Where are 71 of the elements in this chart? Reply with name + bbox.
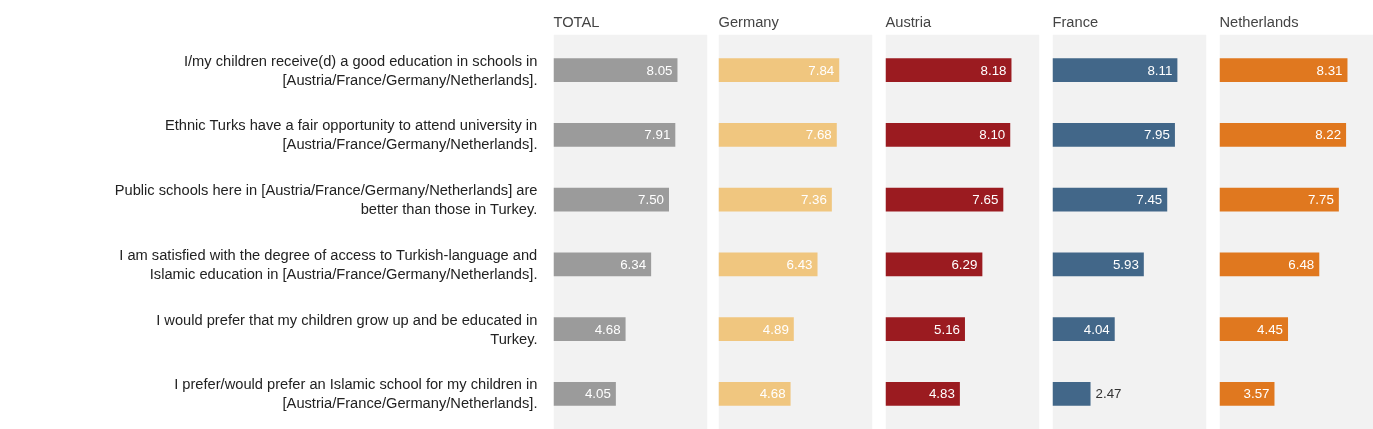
bar [718,58,840,83]
data-label: 7.91 [644,127,671,143]
bar [1052,122,1175,147]
data-label: 6.34 [620,256,647,272]
data-label: 7.50 [638,192,665,208]
chart-title: France [1052,13,1099,30]
data-label: 4.68 [759,386,786,402]
bar [1219,58,1348,83]
y-tick-label: I would prefer that my children grow up and be educated in Turkey. [156,311,538,347]
data-label: 4.45 [1257,321,1284,337]
data-label: 8.31 [1316,62,1343,78]
y-tick-label: Ethnic Turks have a fair opportunity to attend university in [Austria/France/Germany/Netherlands]. [164,117,538,153]
bar [718,252,818,277]
bar [885,187,1004,212]
bar [553,381,616,406]
data-label: 7.84 [808,62,835,78]
chart-title: Austria [885,13,932,30]
data-label: 7.36 [800,192,827,208]
bar [553,58,678,83]
bar [1219,317,1289,342]
data-label: 8.11 [1147,62,1173,78]
data-label: 5.16 [934,321,960,337]
bar [1219,252,1320,277]
bar [1052,381,1091,406]
bar [718,187,832,212]
bar [885,252,983,277]
data-label: 6.29 [951,256,978,272]
bar [553,252,652,277]
data-label: 7.75 [1307,192,1334,208]
data-label: 7.68 [805,127,832,143]
data-label: 2.47 [1095,386,1122,402]
bar [718,122,837,147]
data-label: 5.93 [1112,256,1139,272]
bar [885,122,1011,147]
data-label: 4.04 [1083,321,1111,337]
data-label: 3.57 [1243,386,1270,402]
data-label: 6.43 [786,256,813,272]
bar [885,58,1012,83]
chart-title: TOTAL [553,13,600,30]
data-label: 7.65 [972,192,999,208]
data-label: 4.83 [928,386,955,402]
bar [1052,317,1115,342]
chart-title: Netherlands [1219,13,1299,30]
bar [885,381,960,406]
y-tick-label: I/my children receive(d) a good education in schools in [Austria/France/Germany/Netherlands]. [183,52,538,88]
data-label: 4.89 [762,321,789,337]
bar [1052,58,1178,83]
bar [1052,187,1168,212]
data-label: 4.05 [584,386,611,402]
bar [553,187,669,212]
bar [718,381,791,406]
y-tick-label: I am satisfied with the degree of access to Turkish-language and Islamic education in [Austria/France/Germany/Netherlands]. [119,246,538,282]
bar [1219,187,1339,212]
data-label: 8.05 [646,62,673,78]
bar [553,122,676,147]
data-label: 4.68 [594,321,621,337]
data-label: 8.22 [1315,127,1342,143]
bar [885,317,965,342]
bar [1219,381,1275,406]
bar [1219,122,1347,147]
y-tick-label: I prefer/would prefer an Islamic school for my children in [Austria/France/Germany/Netherlands]. [174,376,538,412]
data-label: 8.18 [980,62,1007,78]
chart-title: Germany [718,13,780,30]
data-label: 6.48 [1288,256,1315,272]
data-label: 8.10 [979,127,1006,143]
data-label: 7.95 [1143,127,1170,143]
y-tick-label: Public schools here in [Austria/France/Germany/Netherlands] are better than those in Turkey. [114,182,538,218]
bar [553,317,626,342]
bar [1052,252,1144,277]
data-label: 7.45 [1136,192,1163,208]
bar [718,317,794,342]
